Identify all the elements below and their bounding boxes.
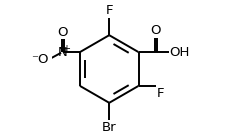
Text: F: F	[156, 87, 164, 100]
Text: O: O	[150, 24, 161, 37]
Text: N: N	[58, 46, 68, 59]
Text: O: O	[57, 26, 68, 39]
Text: F: F	[105, 4, 113, 17]
Text: +: +	[62, 44, 70, 54]
Text: ⁻O: ⁻O	[32, 53, 49, 66]
Text: Br: Br	[102, 121, 117, 134]
Text: OH: OH	[169, 46, 190, 59]
